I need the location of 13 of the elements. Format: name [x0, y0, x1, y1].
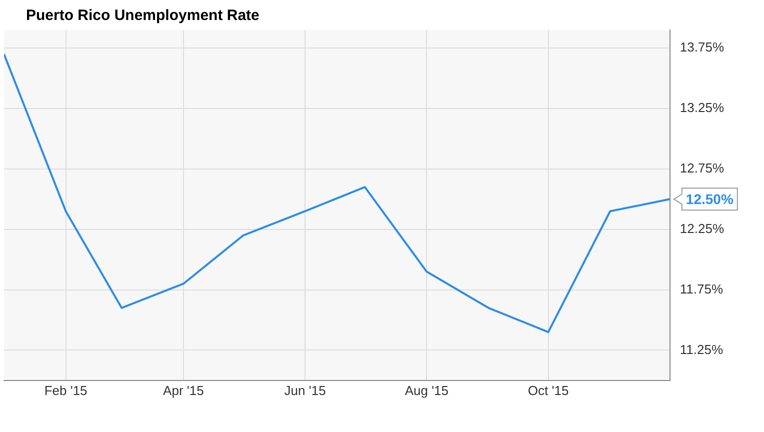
y-tick-label: 11.25% — [680, 342, 724, 357]
y-tick-label: 13.25% — [680, 100, 724, 116]
y-tick-label: 12.75% — [680, 160, 724, 176]
y-tick-label: 11.75% — [680, 281, 724, 296]
x-tick-label: Aug '15 — [404, 382, 449, 398]
y-tick-label: 12.25% — [680, 220, 724, 236]
x-tick-label: Jun '15 — [284, 382, 326, 398]
y-tick-label: 13.75% — [680, 40, 724, 55]
x-tick-label: Apr '15 — [163, 382, 204, 398]
x-tick-label: Oct '15 — [528, 382, 569, 398]
x-tick-label: Feb '15 — [44, 382, 88, 398]
chart-title: Puerto Rico Unemployment Rate — [14, 4, 272, 27]
data-label: 12.50% — [686, 191, 734, 208]
